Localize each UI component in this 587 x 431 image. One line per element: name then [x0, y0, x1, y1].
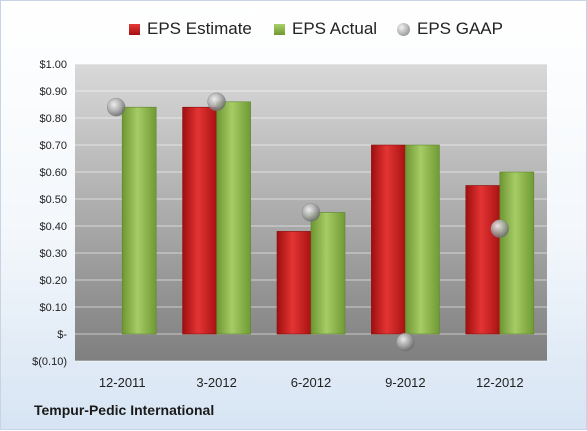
x-tick-label: 12-2012 — [476, 375, 524, 390]
legend-label-actual: EPS Actual — [292, 19, 378, 38]
bar-eps-actual — [499, 171, 535, 335]
x-tick-label: 12-2011 — [99, 375, 146, 390]
legend-marker-gaap — [397, 22, 410, 36]
marker-eps-gaap — [490, 219, 510, 238]
bar-eps-estimate — [182, 106, 217, 335]
company-label: Tempur-Pedic International — [34, 402, 215, 418]
y-tick-label: $(0.10) — [32, 356, 67, 368]
legend-item-estimate: EPS Estimate — [129, 19, 252, 39]
y-tick-label: $0.30 — [39, 248, 67, 260]
legend-swatch-estimate — [129, 23, 140, 35]
y-tick-label: $0.10 — [39, 302, 67, 314]
y-tick-label: $1.00 — [39, 59, 67, 71]
bar-eps-estimate — [371, 144, 406, 335]
bar-eps-actual — [216, 101, 251, 335]
bar-eps-actual — [121, 106, 157, 335]
legend-swatch-actual — [274, 23, 285, 35]
x-tick-label: 9-2012 — [385, 375, 425, 390]
bar-eps-actual — [405, 144, 440, 335]
marker-eps-gaap — [106, 97, 126, 117]
y-tick-label: $0.40 — [39, 221, 67, 233]
x-tick-label: 6-2012 — [291, 375, 331, 390]
bar-eps-actual — [310, 212, 346, 335]
y-tick-label: $0.50 — [39, 194, 67, 206]
y-tick-label: $0.20 — [39, 275, 67, 287]
y-tick-label: $0.90 — [39, 86, 67, 98]
marker-eps-gaap — [396, 332, 415, 352]
bar-eps-estimate — [465, 185, 501, 335]
x-tick-label: 3-2012 — [196, 375, 236, 390]
y-tick-label: $0.60 — [39, 167, 67, 179]
y-tick-label: $0.70 — [39, 140, 67, 152]
marker-eps-gaap — [207, 92, 226, 112]
legend-item-gaap: EPS GAAP — [397, 19, 503, 39]
y-tick-label: $- — [57, 329, 67, 341]
legend-label-estimate: EPS Estimate — [147, 19, 252, 38]
marker-eps-gaap — [301, 203, 321, 222]
y-tick-label: $0.80 — [39, 113, 67, 125]
chart-legend: EPS Estimate EPS Actual EPS GAAP — [1, 13, 587, 47]
bar-eps-estimate — [276, 231, 312, 335]
legend-label-gaap: EPS GAAP — [417, 19, 503, 38]
legend-item-actual: EPS Actual — [274, 19, 377, 39]
